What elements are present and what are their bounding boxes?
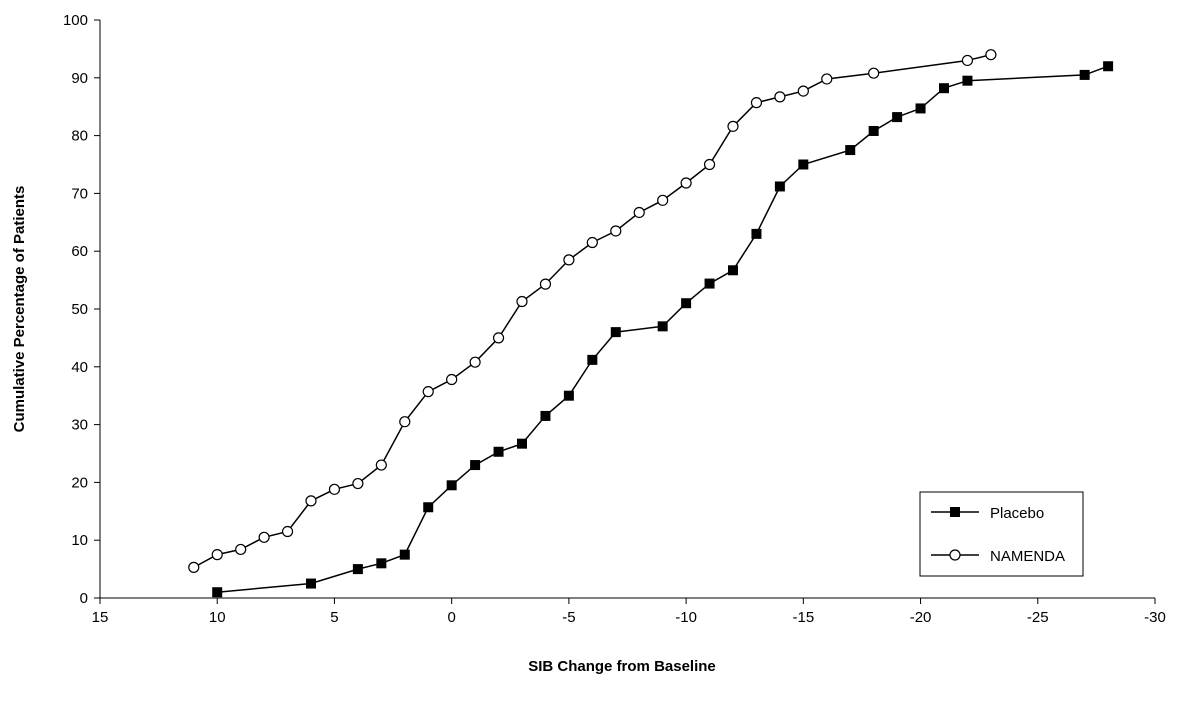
data-point-namenda [328,483,341,495]
data-point-namenda [539,278,552,290]
x-tick-label: -15 [792,609,814,626]
data-point-namenda [750,97,763,109]
data-point-namenda [352,477,364,490]
x-tick-label: -20 [910,609,932,626]
data-point-namenda [305,495,317,507]
data-point-placebo [493,446,504,457]
data-point-placebo [751,228,762,239]
data-point-namenda [703,158,716,171]
y-tick-label: 60 [71,243,88,260]
data-point-placebo [212,587,223,598]
data-point-namenda [985,49,997,61]
data-point-namenda [422,386,434,398]
legend-box [919,491,1084,577]
data-point-namenda [446,373,458,386]
data-point-namenda [727,120,739,132]
data-point-namenda [235,543,247,556]
data-point-placebo [306,578,316,589]
data-point-placebo [962,75,973,86]
data-point-placebo [681,298,692,309]
legend-marker-namenda [949,549,961,561]
x-tick-label: -5 [562,609,575,626]
y-tick-label: 100 [63,12,88,29]
data-point-placebo [728,265,738,276]
y-tick-label: 30 [71,417,88,434]
y-tick-label: 90 [71,70,88,87]
legend-label-placebo: Placebo [990,505,1044,522]
data-point-namenda [563,254,575,266]
y-tick-label: 0 [80,590,88,607]
x-tick-label: 0 [447,609,455,626]
data-point-namenda [586,236,598,249]
data-point-placebo [423,502,434,513]
y-tick-label: 40 [71,359,88,376]
x-tick-label: -25 [1027,609,1049,626]
data-point-placebo [446,480,457,491]
data-point-namenda [516,295,528,308]
x-tick-label: -30 [1144,609,1166,626]
data-point-namenda [211,549,223,561]
data-point-namenda [188,561,200,573]
data-point-namenda [868,67,880,79]
data-point-namenda [797,85,809,97]
data-point-namenda [961,54,974,67]
data-point-placebo [1079,69,1090,80]
data-point-namenda [375,459,387,471]
data-point-placebo [845,145,856,156]
x-tick-label: 5 [330,609,338,626]
data-point-placebo [868,125,879,136]
data-point-placebo [774,181,785,192]
data-point-namenda [469,356,481,368]
data-point-placebo [352,564,363,575]
data-point-placebo [939,83,949,94]
data-point-placebo [376,558,387,569]
data-point-placebo [657,321,668,332]
data-point-namenda [610,225,622,237]
data-point-placebo [798,159,809,170]
data-point-namenda [281,525,294,538]
legend-label-namenda: NAMENDA [990,548,1065,565]
legend: Placebo NAMENDA [919,491,1084,577]
x-tick-label: -10 [675,609,697,626]
y-axis-title: Cumulative Percentage of Patients [11,186,28,433]
y-tick-label: 10 [71,532,88,549]
data-point-placebo [517,438,527,449]
data-point-namenda [821,73,833,85]
data-point-namenda [492,332,505,344]
data-point-namenda [258,531,270,543]
y-tick-label: 20 [71,474,88,491]
x-tick-label: 15 [92,609,109,626]
data-point-placebo [563,390,574,401]
data-point-placebo [470,460,481,471]
legend-marker-placebo [950,507,960,517]
y-tick-label: 70 [71,185,88,202]
data-point-placebo [704,278,715,289]
series-layer [188,49,1114,598]
data-point-placebo [587,354,598,365]
y-tick-label: 50 [71,301,88,318]
data-point-placebo [610,327,621,338]
data-point-namenda [680,177,692,189]
data-point-placebo [1103,61,1114,72]
data-point-placebo [915,103,926,114]
y-tick-label: 80 [71,128,88,145]
data-point-namenda [774,91,786,103]
data-point-namenda [657,194,669,206]
x-tick-label: 10 [209,609,226,626]
data-point-placebo [399,549,410,560]
x-axis-title: SIB Change from Baseline [528,658,716,675]
data-point-namenda [399,416,411,428]
data-point-placebo [540,410,551,421]
data-point-placebo [892,112,903,123]
data-point-namenda [633,206,645,219]
